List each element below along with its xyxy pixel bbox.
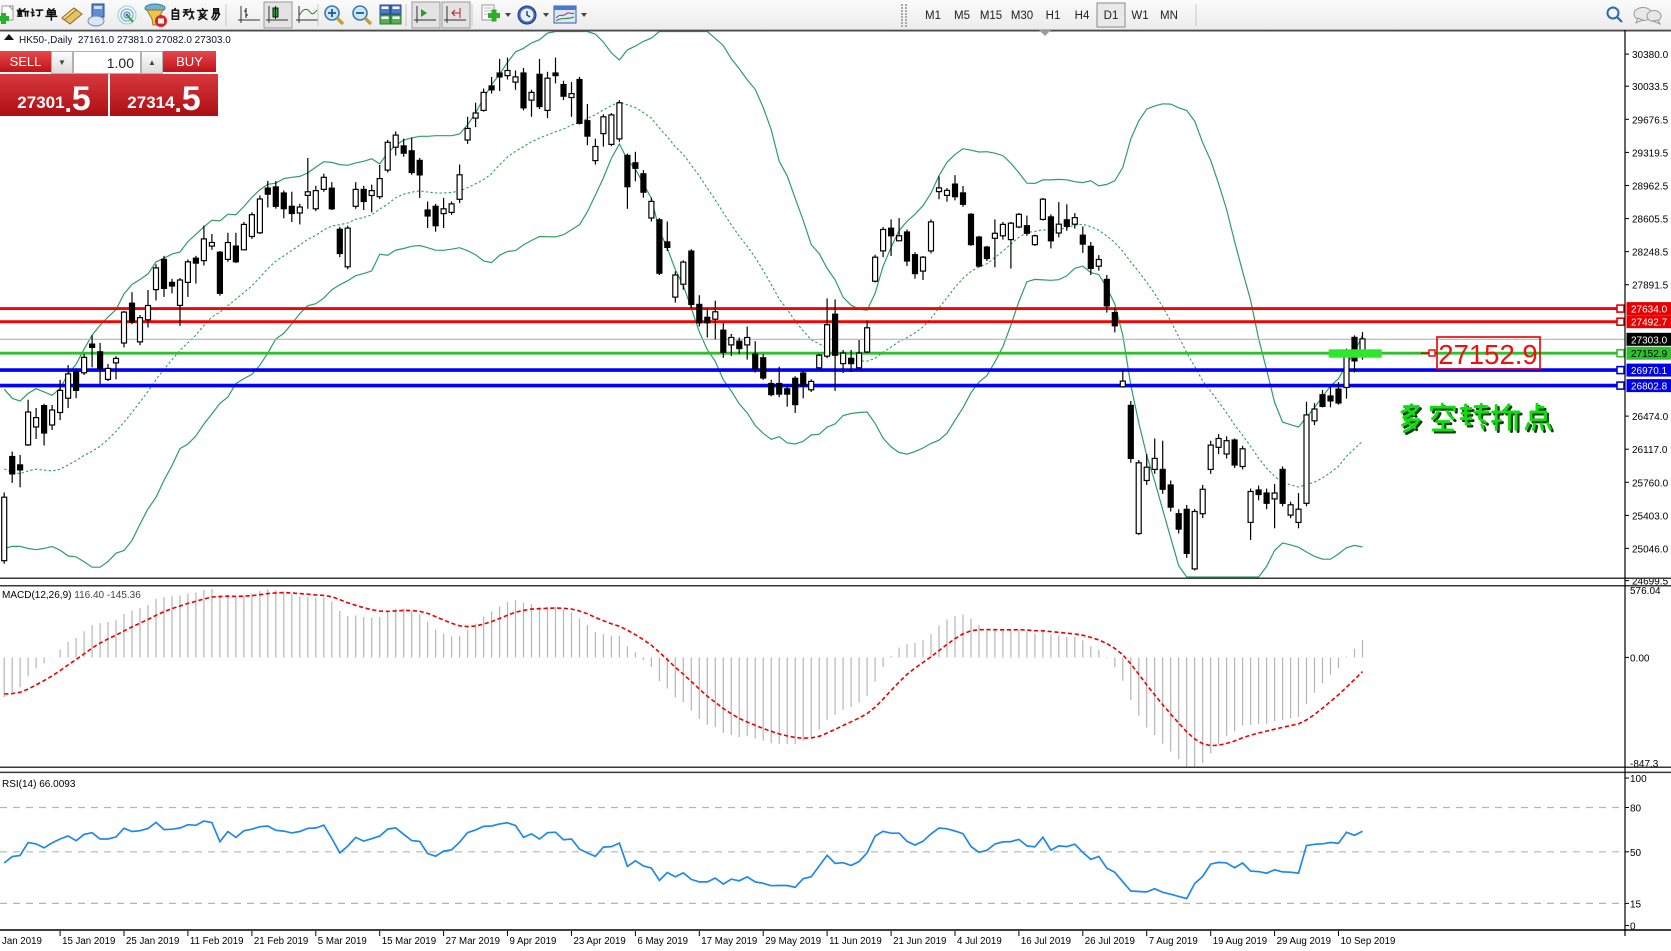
svg-text:26474.0: 26474.0 bbox=[1632, 412, 1669, 423]
svg-text:15: 15 bbox=[1630, 899, 1642, 910]
svg-text:16 Jul 2019: 16 Jul 2019 bbox=[1021, 936, 1071, 947]
svg-text:11 Feb 2019: 11 Feb 2019 bbox=[190, 936, 244, 947]
svg-text:29 Aug 2019: 29 Aug 2019 bbox=[1277, 936, 1331, 947]
svg-text:28605.5: 28605.5 bbox=[1632, 215, 1669, 226]
svg-text:30380.0: 30380.0 bbox=[1632, 50, 1669, 61]
svg-text:D1: D1 bbox=[1104, 10, 1119, 22]
svg-text:25046.0: 25046.0 bbox=[1632, 544, 1669, 555]
svg-text:15 Jan 2019: 15 Jan 2019 bbox=[62, 936, 115, 947]
svg-text:15 Mar 2019: 15 Mar 2019 bbox=[382, 936, 436, 947]
svg-text:6 May 2019: 6 May 2019 bbox=[637, 936, 688, 947]
svg-text:21 Jun 2019: 21 Jun 2019 bbox=[893, 936, 946, 947]
svg-text:27303.0: 27303.0 bbox=[1631, 335, 1668, 346]
svg-text:MACD(12,26,9) 116.40 -145.36: MACD(12,26,9) 116.40 -145.36 bbox=[2, 590, 141, 601]
svg-text:50: 50 bbox=[1630, 848, 1642, 859]
svg-text:Jan 2019: Jan 2019 bbox=[2, 936, 42, 947]
svg-text:27 Mar 2019: 27 Mar 2019 bbox=[446, 936, 500, 947]
svg-text:80: 80 bbox=[1630, 804, 1642, 815]
svg-text:21 Feb 2019: 21 Feb 2019 bbox=[254, 936, 308, 947]
svg-text:28248.5: 28248.5 bbox=[1632, 248, 1669, 259]
svg-text:28962.5: 28962.5 bbox=[1632, 182, 1669, 193]
svg-text:10 Sep 2019: 10 Sep 2019 bbox=[1341, 936, 1396, 947]
svg-text:26 Jul 2019: 26 Jul 2019 bbox=[1085, 936, 1135, 947]
svg-text:25760.0: 25760.0 bbox=[1632, 478, 1669, 489]
svg-text:9 Apr 2019: 9 Apr 2019 bbox=[510, 936, 557, 947]
svg-text:MN: MN bbox=[1160, 10, 1178, 22]
svg-text:27152.9: 27152.9 bbox=[1631, 349, 1668, 360]
svg-text:29319.5: 29319.5 bbox=[1632, 148, 1669, 159]
svg-text:HK50-,Daily 27161.0 27381.0 2: HK50-,Daily 27161.0 27381.0 27082.0 2730… bbox=[19, 35, 231, 46]
svg-text:27634.0: 27634.0 bbox=[1631, 305, 1668, 316]
svg-text:M15: M15 bbox=[980, 10, 1002, 22]
svg-text:27152.9: 27152.9 bbox=[1438, 339, 1537, 370]
svg-text:27492.7: 27492.7 bbox=[1631, 318, 1668, 329]
svg-text:23 Apr 2019: 23 Apr 2019 bbox=[574, 936, 626, 947]
svg-text:0.00: 0.00 bbox=[1630, 653, 1650, 664]
svg-text:7 Aug 2019: 7 Aug 2019 bbox=[1149, 936, 1198, 947]
svg-text:4 Jul 2019: 4 Jul 2019 bbox=[957, 936, 1002, 947]
svg-text:100: 100 bbox=[1630, 774, 1647, 785]
svg-text:30033.5: 30033.5 bbox=[1632, 82, 1669, 93]
svg-text:H4: H4 bbox=[1075, 10, 1090, 22]
svg-text:RSI(14) 66.0093: RSI(14) 66.0093 bbox=[2, 779, 76, 790]
svg-text:27891.5: 27891.5 bbox=[1632, 281, 1669, 292]
svg-text:25 Jan 2019: 25 Jan 2019 bbox=[126, 936, 179, 947]
svg-text:576.04: 576.04 bbox=[1630, 586, 1661, 597]
svg-text:M1: M1 bbox=[925, 10, 941, 22]
svg-text:26970.1: 26970.1 bbox=[1631, 366, 1668, 377]
svg-text:29676.5: 29676.5 bbox=[1632, 115, 1669, 126]
svg-text:W1: W1 bbox=[1131, 10, 1148, 22]
svg-text:5 Mar 2019: 5 Mar 2019 bbox=[318, 936, 367, 947]
svg-text:26802.8: 26802.8 bbox=[1631, 382, 1668, 393]
svg-text:M5: M5 bbox=[954, 10, 970, 22]
svg-text:M30: M30 bbox=[1011, 10, 1033, 22]
svg-text:26117.0: 26117.0 bbox=[1632, 445, 1668, 456]
svg-text:-847.3: -847.3 bbox=[1630, 759, 1659, 770]
svg-text:24699.5: 24699.5 bbox=[1632, 577, 1669, 588]
svg-text:25403.0: 25403.0 bbox=[1632, 511, 1669, 522]
svg-text:H1: H1 bbox=[1046, 10, 1061, 22]
svg-text:0: 0 bbox=[1630, 922, 1636, 933]
svg-text:19 Aug 2019: 19 Aug 2019 bbox=[1213, 936, 1267, 947]
svg-text:17 May 2019: 17 May 2019 bbox=[701, 936, 757, 947]
svg-text:29 May 2019: 29 May 2019 bbox=[765, 936, 821, 947]
svg-text:11 Jun 2019: 11 Jun 2019 bbox=[829, 936, 882, 947]
